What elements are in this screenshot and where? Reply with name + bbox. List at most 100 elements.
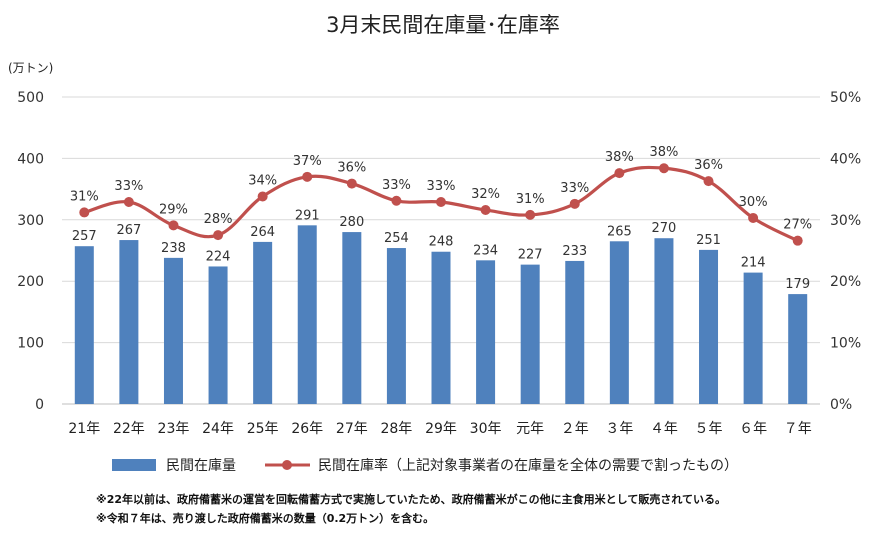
rate-marker (569, 198, 580, 209)
x-tick-label: 22年 (113, 421, 145, 437)
rate-value-label: 31% (516, 192, 545, 207)
bar (386, 248, 406, 404)
rate-value-label: 36% (337, 161, 366, 176)
bar-value-label: 248 (429, 235, 454, 250)
y-axis-unit-label: (万トン) (8, 61, 53, 75)
right-tick-label: 10% (830, 336, 861, 352)
rate-value-label: 33% (114, 179, 143, 194)
bar (208, 266, 228, 404)
bar-value-label: 251 (696, 233, 721, 248)
x-tick-label: 元年 (516, 421, 544, 437)
rate-marker (792, 235, 803, 246)
x-tick-label: 21年 (68, 421, 100, 437)
rate-marker (703, 176, 714, 187)
x-tick-label: 29年 (425, 421, 457, 437)
bar-value-label: 227 (518, 248, 543, 263)
x-tick-label: ４年 (650, 421, 678, 437)
bar (520, 264, 540, 404)
rate-marker (614, 168, 625, 179)
rate-marker (123, 196, 134, 207)
x-tick-label: ７年 (784, 421, 812, 437)
bar (342, 232, 362, 404)
legend-line-marker (282, 460, 292, 470)
rate-marker (346, 178, 357, 189)
x-tick-label: ３年 (605, 421, 633, 437)
rate-marker (213, 230, 224, 241)
bar-value-label: 267 (116, 223, 141, 238)
right-tick-label: 20% (830, 274, 861, 290)
rate-value-label: 34% (248, 173, 277, 188)
bar-data-labels: 257 267 238 224 264 291 280 254 248 234 227 233 265 2… (72, 208, 810, 292)
left-tick-label: 400 (17, 151, 44, 167)
footnote-1: ※22年以前は、政府備蓄米の運営を回転備蓄方式で実施していたため、政府備蓄米がこ… (96, 492, 726, 506)
right-tick-label: 30% (830, 213, 861, 229)
x-tick-label: ２年 (561, 421, 589, 437)
rate-marker (79, 207, 90, 218)
rate-value-label: 32% (471, 187, 500, 202)
x-tick-label: 23年 (158, 421, 190, 437)
x-tick-label: 25年 (247, 421, 279, 437)
bar-value-label: 214 (741, 256, 766, 271)
left-tick-label: 0 (35, 397, 44, 413)
right-axis-ticks: 0% 10% 20% 30% 40% 50% (830, 90, 861, 413)
rate-value-label: 31% (70, 189, 99, 204)
bar-value-label: 264 (250, 225, 275, 240)
legend-bar-swatch (112, 459, 156, 471)
bar-value-label: 265 (607, 224, 632, 239)
rate-marker (391, 195, 402, 206)
rate-value-label: 33% (560, 181, 589, 196)
bar-series (74, 225, 808, 404)
rate-value-label: 33% (427, 179, 456, 194)
rate-marker (480, 204, 491, 215)
bar (431, 251, 451, 404)
bar (163, 257, 183, 404)
rate-value-label: 36% (694, 158, 723, 173)
bar-value-label: 257 (72, 229, 97, 244)
rate-marker (525, 209, 536, 220)
bar-value-label: 238 (161, 241, 186, 256)
x-tick-label: ６年 (739, 421, 767, 437)
rate-marker (257, 191, 268, 202)
legend: 民間在庫量 民間在庫率（上記対象事業者の在庫量を全体の需要で割ったもの） (112, 457, 738, 474)
rate-marker (302, 171, 313, 182)
bar-value-label: 233 (562, 244, 587, 259)
bar (699, 249, 719, 404)
bar-value-label: 254 (384, 231, 409, 246)
footnote-2: ※令和７年は、売り渡した政府備蓄米の数量（0.2万トン）を含む。 (96, 511, 434, 525)
x-tick-label: 24年 (202, 421, 234, 437)
rate-marker (168, 220, 179, 231)
x-tick-label: 28年 (380, 421, 412, 437)
bar (119, 240, 139, 404)
x-tick-label: 30年 (470, 421, 502, 437)
bar (565, 260, 585, 404)
x-axis-ticks: 21年 22年 23年 24年 25年 26年 27年 28年 29年 30年 元年 ２年 ３年 ４年 ５年… (68, 421, 811, 437)
x-tick-label: ５年 (695, 421, 723, 437)
left-tick-label: 200 (17, 274, 44, 290)
rate-marker (436, 196, 446, 207)
bar (297, 225, 317, 404)
bar (476, 260, 496, 404)
x-tick-label: 26年 (291, 421, 323, 437)
rate-value-label: 33% (382, 178, 411, 193)
rate-value-label: 27% (783, 218, 812, 233)
bar-value-label: 179 (785, 277, 810, 292)
x-tick-label: 27年 (336, 421, 368, 437)
rate-value-label: 29% (159, 202, 188, 217)
bar (253, 241, 273, 404)
rate-value-label: 37% (293, 154, 322, 169)
line-data-labels: 31% 33% 29% 28% 34% 37% 36% 33% 33% 32% 31% 33% 38% 3… (70, 145, 812, 232)
bar (788, 294, 808, 404)
right-tick-label: 0% (830, 397, 852, 413)
line-series (79, 163, 803, 246)
bar-value-label: 224 (206, 249, 231, 264)
bar-value-label: 270 (652, 221, 677, 236)
chart-title: 3月末民間在庫量･在庫率 (326, 13, 560, 37)
bar-value-label: 234 (473, 243, 498, 258)
right-tick-label: 50% (830, 90, 861, 106)
left-tick-label: 100 (17, 336, 44, 352)
left-tick-label: 500 (17, 90, 44, 106)
bar (74, 246, 94, 404)
bar (654, 238, 674, 404)
bar-value-label: 291 (295, 208, 320, 223)
rate-marker (748, 212, 759, 223)
